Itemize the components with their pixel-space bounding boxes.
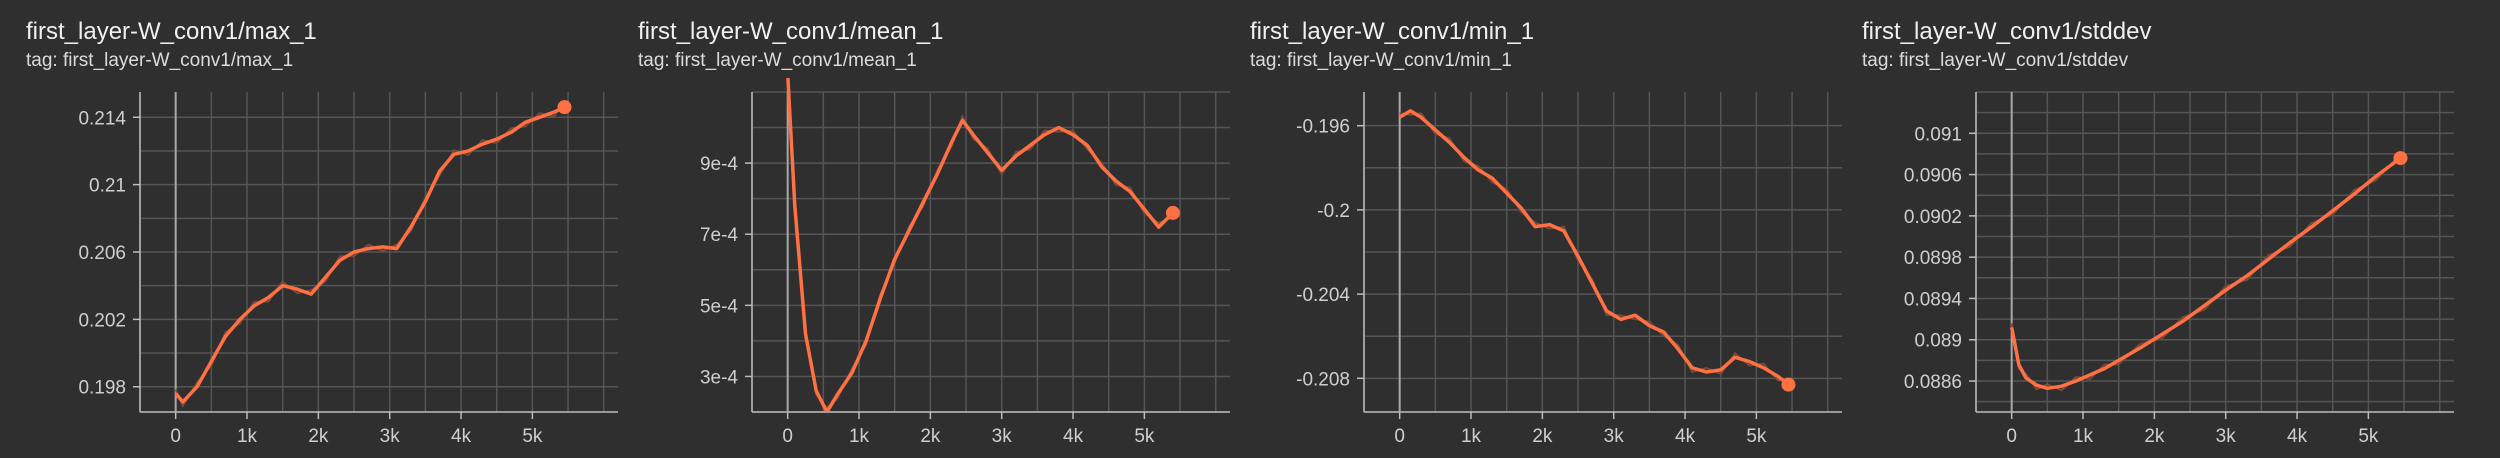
series-line[interactable] — [2009, 156, 2402, 391]
last-point-marker[interactable] — [2393, 151, 2408, 166]
series-line[interactable] — [786, 74, 1175, 412]
y-tick-label: 7e-4 — [700, 225, 738, 246]
chart-tag: tag: first_layer-W_conv1/mean_1 — [638, 50, 917, 71]
y-tick-label: 0.0894 — [1904, 289, 1963, 310]
y-tick-label: -0.208 — [1296, 369, 1350, 390]
series-line[interactable] — [174, 105, 566, 404]
x-tick-label: 1k — [849, 426, 870, 447]
x-tick-label: 2k — [2144, 426, 2165, 447]
y-tick-label: 0.214 — [78, 108, 126, 129]
chart-title: first_layer-W_conv1/stddev — [1862, 18, 2152, 45]
y-tick-label: 3e-4 — [700, 367, 738, 388]
x-tick-label: 0 — [1394, 426, 1405, 447]
x-tick-label: 5k — [1746, 426, 1767, 447]
chart-card-min: first_layer-W_conv1/min_1 tag: first_lay… — [1224, 0, 1842, 458]
series-raw-line — [787, 78, 1174, 410]
last-point-marker[interactable] — [1781, 377, 1796, 392]
grid-lines — [751, 91, 1230, 413]
line-chart-min[interactable]: -0.208 -0.204 -0.2 -0.196 0 1k 2k 3k 4k 5k — [1224, 0, 1842, 458]
y-tick-label: 0.206 — [78, 243, 126, 264]
series-raw-line — [2010, 153, 2402, 392]
y-tick-label: 0.21 — [89, 176, 126, 197]
last-point-marker[interactable] — [557, 100, 572, 115]
line-chart-mean[interactable]: 3e-4 5e-4 7e-4 9e-4 0 1k 2k 3k 4k 5k — [612, 0, 1230, 458]
y-tick-label: -0.2 — [1317, 201, 1350, 222]
y-tick-label: 0.0898 — [1904, 248, 1962, 269]
x-tick-label: 5k — [522, 426, 543, 447]
x-tick-label: 0 — [782, 426, 793, 447]
chart-card-max: first_layer-W_conv1/max_1 tag: first_lay… — [0, 0, 618, 458]
chart-card-stddev: first_layer-W_conv1/stddev tag: first_la… — [1836, 0, 2454, 458]
x-tick-label: 4k — [2287, 426, 2308, 447]
x-tick-label: 1k — [1461, 426, 1482, 447]
grid-lines — [1975, 91, 2454, 412]
x-tick-label: 2k — [920, 426, 941, 447]
x-tick-label: 0 — [170, 426, 181, 447]
x-tick-label: 3k — [1604, 426, 1625, 447]
x-tick-label: 1k — [237, 426, 258, 447]
y-tick-label: 0.0886 — [1904, 372, 1962, 393]
y-tick-label: 5e-4 — [700, 296, 738, 317]
x-tick-label: 0 — [2006, 426, 2017, 447]
series-raw-line — [174, 102, 566, 409]
chart-tag: tag: first_layer-W_conv1/min_1 — [1250, 50, 1512, 71]
y-tick-label: 0.202 — [78, 310, 126, 331]
y-tick-label: 9e-4 — [700, 154, 738, 175]
chart-tag: tag: first_layer-W_conv1/max_1 — [26, 50, 294, 71]
grid-lines — [1363, 92, 1842, 412]
line-chart-stddev[interactable]: 0.0886 0.089 0.0894 0.0898 0.0902 0.0906 0.091… — [1836, 0, 2454, 458]
x-tick-label: 3k — [992, 426, 1013, 447]
x-tick-label: 3k — [2216, 426, 2237, 447]
x-tick-label: 4k — [451, 426, 472, 447]
y-tick-label: -0.196 — [1296, 117, 1350, 138]
series-line[interactable] — [1398, 109, 1790, 386]
chart-title: first_layer-W_conv1/min_1 — [1250, 18, 1535, 45]
last-point-marker[interactable] — [1165, 205, 1180, 220]
y-tick-label: 0.089 — [1914, 331, 1962, 352]
x-tick-label: 4k — [1063, 426, 1084, 447]
x-tick-label: 4k — [1675, 426, 1696, 447]
y-tick-label: -0.204 — [1296, 285, 1350, 306]
y-tick-label: 0.198 — [78, 378, 126, 399]
y-tick-label: 0.0906 — [1904, 166, 1962, 187]
x-tick-label: 5k — [2358, 426, 2379, 447]
x-tick-label: 1k — [2073, 426, 2094, 447]
line-chart-max[interactable]: 0.198 0.202 0.206 0.21 0.214 0 1k 2k 3k 4k 5k — [0, 0, 618, 458]
x-tick-label: 5k — [1134, 426, 1155, 447]
y-tick-label: 0.0902 — [1904, 207, 1962, 228]
x-tick-label: 2k — [308, 426, 329, 447]
chart-card-mean: first_layer-W_conv1/mean_1 tag: first_la… — [612, 0, 1230, 458]
x-tick-label: 2k — [1532, 426, 1553, 447]
chart-tag: tag: first_layer-W_conv1/stddev — [1862, 50, 2129, 71]
chart-title: first_layer-W_conv1/mean_1 — [638, 18, 944, 45]
chart-title: first_layer-W_conv1/max_1 — [26, 18, 317, 45]
x-tick-label: 3k — [380, 426, 401, 447]
y-tick-label: 0.091 — [1914, 124, 1962, 145]
